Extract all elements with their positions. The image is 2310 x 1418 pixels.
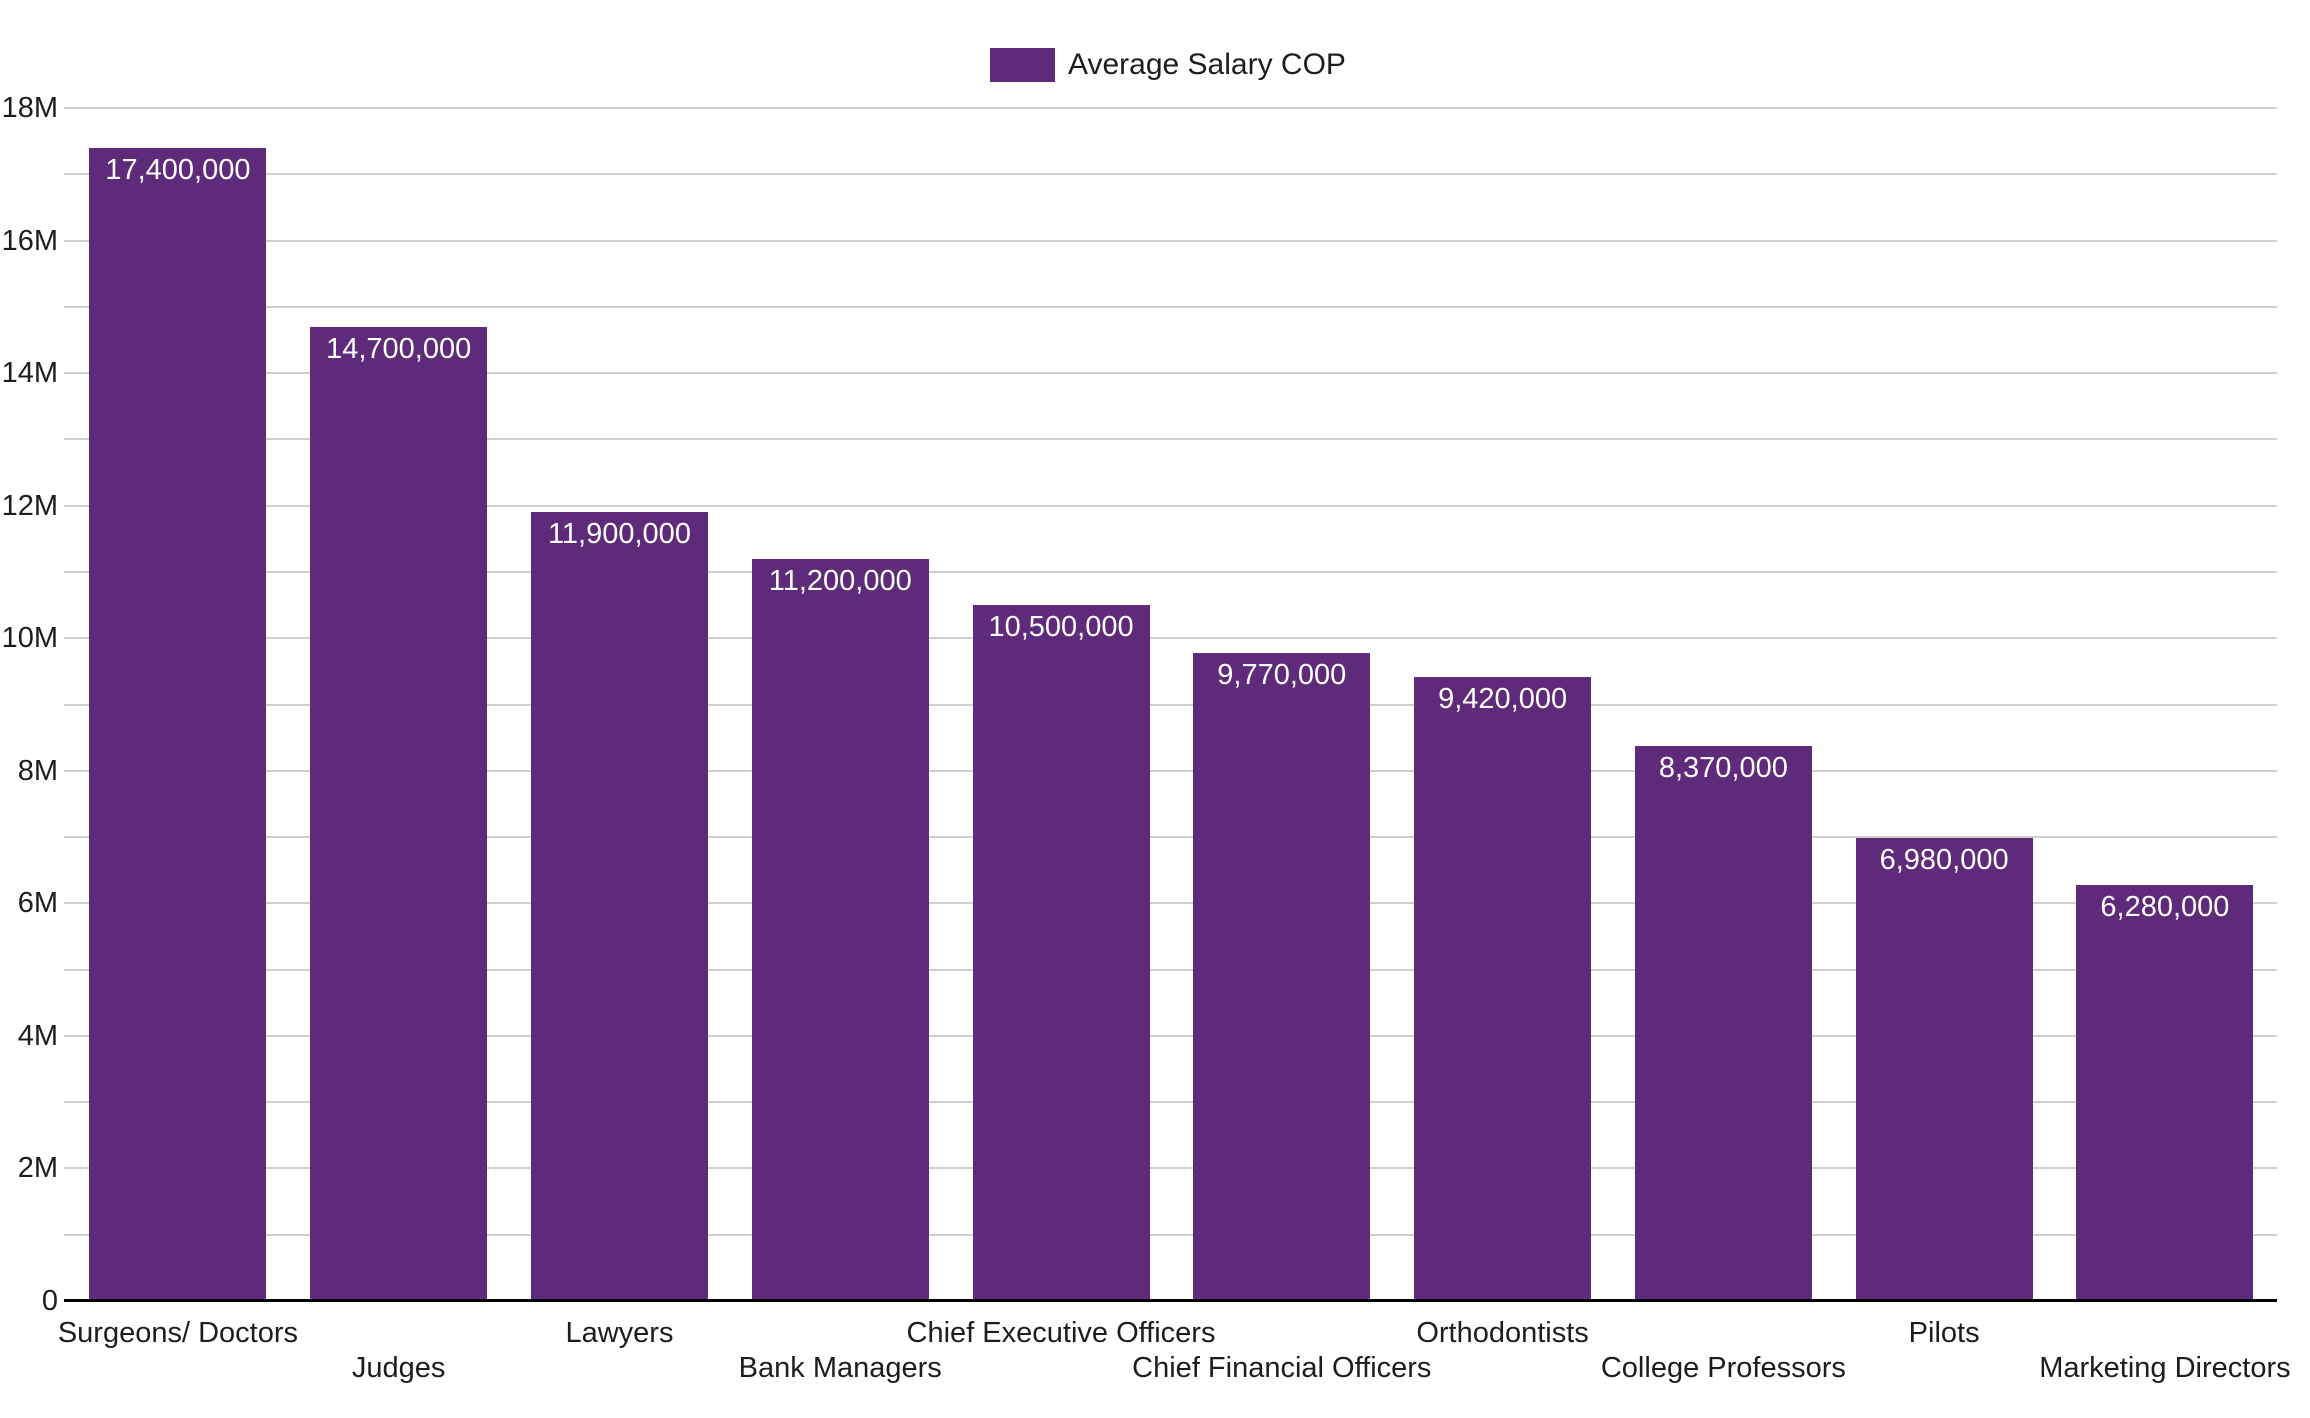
y-axis-tick-label: 6M	[17, 887, 58, 920]
gridline	[64, 836, 2277, 839]
x-axis-line	[64, 1299, 2277, 1302]
x-axis-category-label: Orthodontists	[1416, 1317, 1589, 1349]
bar-0[interactable]	[89, 147, 267, 1301]
bar-2[interactable]	[530, 512, 708, 1301]
bar-8[interactable]	[1855, 838, 2033, 1301]
bar-1[interactable]	[310, 326, 488, 1301]
x-axis-category-label: Chief Financial Officers	[1132, 1352, 1432, 1384]
gridline	[64, 438, 2277, 441]
y-axis-tick-label: 14M	[1, 357, 58, 390]
x-axis-category-label: Judges	[351, 1352, 446, 1384]
legend-swatch-icon	[990, 48, 1055, 82]
gridline	[64, 504, 2277, 507]
x-axis-category-label: Lawyers	[565, 1317, 674, 1349]
x-axis-category-label: Chief Executive Officers	[906, 1317, 1216, 1349]
gridline	[64, 1233, 2277, 1236]
bar-3[interactable]	[751, 558, 929, 1301]
gridline	[64, 570, 2277, 573]
gridline	[64, 968, 2277, 971]
y-axis-tick-label: 2M	[17, 1152, 58, 1185]
gridline	[64, 1101, 2277, 1104]
gridline	[64, 902, 2277, 905]
bar-7[interactable]	[1634, 746, 1812, 1301]
y-axis-tick-label: 10M	[1, 622, 58, 655]
y-axis-tick-label: 18M	[1, 92, 58, 124]
legend-item[interactable]: Average Salary COP	[990, 48, 1346, 82]
gridline	[64, 305, 2277, 308]
x-axis-category-label: College Professors	[1600, 1352, 1846, 1384]
x-axis-category-label: Bank Managers	[738, 1352, 942, 1384]
x-axis-category-label: Pilots	[1908, 1317, 1980, 1349]
gridline	[64, 769, 2277, 772]
legend-label: Average Salary COP	[1068, 48, 1346, 81]
y-axis-tick-label: 0	[41, 1285, 58, 1317]
gridline	[64, 637, 2277, 640]
y-axis-tick-label: 16M	[1, 224, 58, 257]
y-axis-tick-label: 8M	[17, 754, 58, 787]
gridline	[64, 173, 2277, 176]
y-axis-tick-label: 12M	[1, 489, 58, 522]
gridline	[64, 703, 2277, 706]
bar-6[interactable]	[1414, 676, 1592, 1301]
gridline	[64, 107, 2277, 109]
x-axis-category-label: Surgeons/ Doctors	[57, 1317, 298, 1349]
gridline	[64, 1167, 2277, 1170]
gridline	[64, 1034, 2277, 1037]
gridline	[64, 372, 2277, 375]
bar-9[interactable]	[2076, 884, 2254, 1301]
y-axis-tick-label: 4M	[17, 1019, 58, 1052]
bar-5[interactable]	[1193, 653, 1371, 1301]
gridline	[64, 239, 2277, 242]
x-axis-category-label: Marketing Directors	[2039, 1352, 2291, 1384]
bar-4[interactable]	[972, 605, 1150, 1301]
